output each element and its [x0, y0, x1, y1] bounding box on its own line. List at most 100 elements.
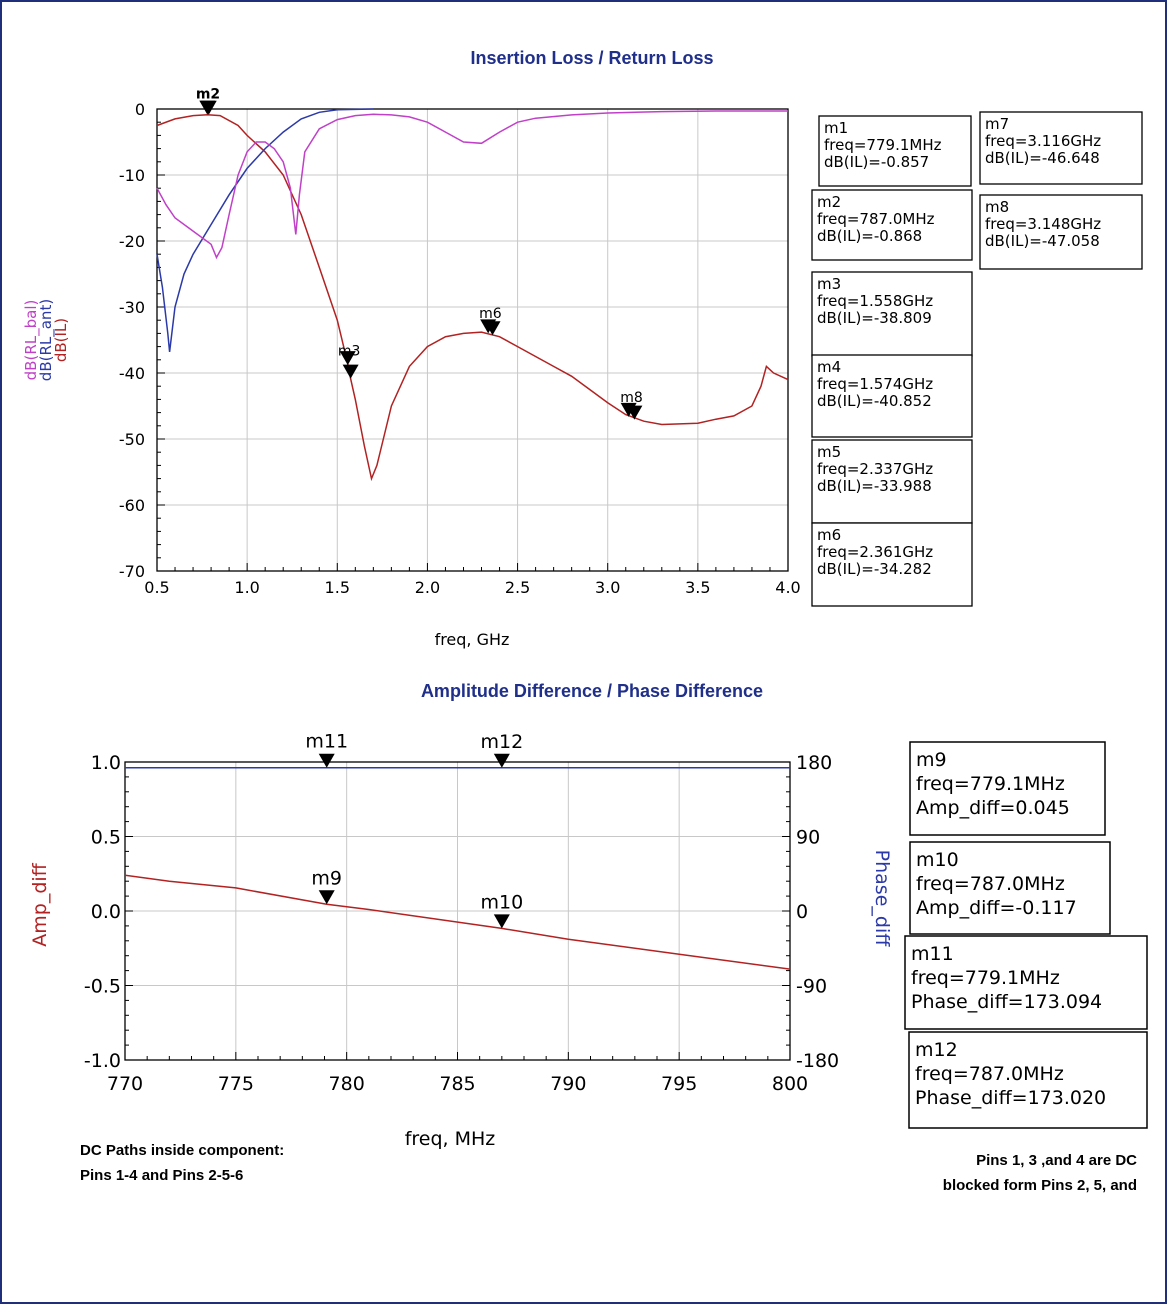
chart1-ytick-label: -10 [119, 166, 145, 185]
chart2-xtick-label: 780 [329, 1073, 365, 1095]
chart2-marker-m10 [493, 914, 510, 929]
chart2-xtick-label: 775 [218, 1073, 254, 1095]
chart2-xtick-label: 800 [772, 1073, 808, 1095]
chart1-ytick-label: -70 [119, 562, 145, 581]
chart1-readout-m1-line-0: m1 [824, 119, 848, 137]
chart1-ylabel-2: dB(IL) [52, 318, 70, 362]
chart2-ylabel-right: Phase_diff [871, 850, 893, 948]
chart2-ytick-label-left: 1.0 [91, 752, 121, 774]
chart1-xtick-label: 3.0 [595, 578, 620, 597]
chart1-xtick-label: 4.0 [775, 578, 800, 597]
chart1-readout-m3-box [811, 271, 973, 357]
chart1-readout-m6-line-2: dB(IL)=-34.282 [817, 560, 932, 578]
chart2-marker-label-m12: m12 [480, 731, 523, 753]
chart1-readout-m5-box [811, 439, 973, 524]
chart1-xtick-label: 3.5 [685, 578, 710, 597]
chart1-plot-frame [156, 108, 789, 572]
chart1-readout-m5-line-0: m5 [817, 443, 841, 461]
chart2-readout-m9-line-0: m9 [916, 749, 947, 771]
chart1-readout-m4-line-2: dB(IL)=-40.852 [817, 392, 932, 410]
chart1-readout-m3-line-1: freq=1.558GHz [817, 292, 933, 310]
chart1-title: Insertion Loss / Return Loss [470, 48, 713, 68]
chart2-ytick-label-left: -1.0 [84, 1050, 121, 1072]
chart2-readout-m10-line-2: Amp_diff=-0.117 [916, 897, 1077, 919]
chart2-ytick-label-right: 180 [796, 752, 832, 774]
chart1-grid [157, 109, 788, 571]
chart1-marker-m3 [339, 351, 356, 366]
chart2-xtick-label: 785 [439, 1073, 475, 1095]
chart2-readout-m11-box [904, 935, 1148, 1030]
chart2-ytick-label-left: 0.0 [91, 901, 121, 923]
chart1-readout-m2-line-2: dB(IL)=-0.868 [817, 227, 922, 245]
chart2-readout-m11-line-0: m11 [911, 943, 954, 965]
chart2-ytick-label-left: -0.5 [84, 976, 121, 998]
chart1-readout-m8-line-0: m8 [985, 198, 1009, 216]
chart2-readout-m10-line-0: m10 [916, 849, 959, 871]
chart2-marker-m12 [493, 753, 510, 768]
chart1-readout-m3-line-0: m3 [817, 275, 841, 293]
chart2-ytick-label-left: 0.5 [91, 827, 121, 849]
chart1-marker-label-m2: m2 [196, 87, 220, 103]
chart1-xtick-label: 2.5 [505, 578, 530, 597]
chart1-xtick-label: 1.0 [234, 578, 259, 597]
chart2-readout-m10-box [909, 841, 1111, 935]
chart1-ytick-label: -20 [119, 232, 145, 251]
chart1-readout-m2-line-1: freq=787.0MHz [817, 210, 935, 228]
chart1-readout-m1-line-1: freq=779.1MHz [824, 136, 942, 154]
chart1-readout-m7-line-1: freq=3.116GHz [985, 132, 1101, 150]
chart2-marker-m11 [318, 753, 335, 768]
chart2-marker-label-m10: m10 [480, 891, 523, 913]
chart2-ticks [124, 761, 791, 1061]
chart1-readout-m8-box [979, 194, 1143, 270]
chart1-readout-m2-line-0: m2 [817, 193, 841, 211]
chart1-ylabel-1: dB(RL_ant) [37, 299, 56, 381]
chart1-readout-m6-line-1: freq=2.361GHz [817, 543, 933, 561]
chart1-readout-m2-box [811, 189, 973, 261]
chart1-marker-m8 [626, 405, 643, 420]
dc-blocked-note-line1: Pins 1, 3 ,and 4 are DC [976, 1152, 1137, 1169]
chart1-ytick-label: -40 [119, 364, 145, 383]
chart1-readout-m6-line-0: m6 [817, 526, 841, 544]
chart2-readout-m12-box [908, 1031, 1148, 1129]
chart1-series-dbil [156, 113, 789, 482]
chart1-ylabel-0: dB(RL_bal) [22, 300, 41, 381]
chart1-readout-m8-line-1: freq=3.148GHz [985, 215, 1101, 233]
chart2-readout-m12-line-2: Phase_diff=173.020 [915, 1087, 1106, 1109]
chart1-ytick-label: 0 [135, 100, 145, 119]
chart1-marker-label-m6: m6 [479, 306, 502, 322]
chart2-xtick-label: 790 [550, 1073, 586, 1095]
chart1-xtick-label: 2.0 [415, 578, 440, 597]
chart2-series-amp_diff [124, 874, 791, 970]
dc-paths-note-line1: DC Paths inside component: [80, 1142, 285, 1159]
chart2-readout-m12-line-1: freq=787.0MHz [915, 1063, 1064, 1085]
dc-blocked-note: Pins 1, 3 ,and 4 are DC blocked form Pin… [943, 1148, 1137, 1198]
chart1-ytick-label: -30 [119, 298, 145, 317]
chart1-xtick-label: 1.5 [325, 578, 350, 597]
chart1-xlabel: freq, GHz [435, 630, 510, 649]
chart1-ytick-label: -60 [119, 496, 145, 515]
chart1-ticks [156, 108, 789, 572]
chart1-marker-m2 [200, 100, 217, 115]
chart1-marker-m4 [342, 364, 359, 379]
chart2-xlabel: freq, MHz [405, 1128, 496, 1150]
chart2-marker-label-m11: m11 [305, 731, 348, 753]
dc-paths-note: DC Paths inside component: Pins 1-4 and … [80, 1138, 284, 1188]
chart2-marker-label-m9: m9 [311, 867, 342, 889]
chart2-readout-m12-line-0: m12 [915, 1039, 958, 1061]
chart1-marker-m6 [484, 321, 501, 336]
chart1-readout-m5-line-2: dB(IL)=-33.988 [817, 477, 932, 495]
chart1-readout-m6-box [811, 522, 973, 607]
chart2-ylabel-left: Amp_diff [29, 862, 51, 946]
chart1-readout-m7-line-2: dB(IL)=-46.648 [985, 149, 1100, 167]
chart2-readout-m11-line-2: Phase_diff=173.094 [911, 991, 1102, 1013]
